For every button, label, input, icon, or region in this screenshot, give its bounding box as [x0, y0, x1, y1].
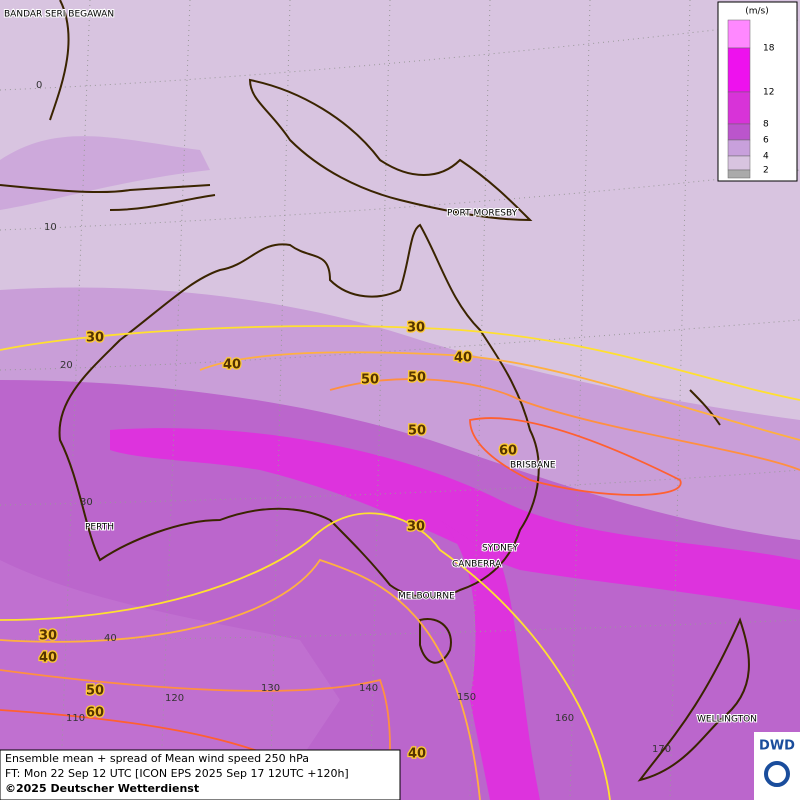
logo-swirl: [764, 761, 790, 787]
grid-label: 10: [44, 222, 57, 233]
legend-tick: 4: [763, 152, 769, 162]
logo-box: [754, 732, 800, 800]
legend-swatch: [727, 47, 751, 93]
shade-patch: [0, 136, 210, 210]
legend-tick: 8: [763, 120, 769, 130]
contour-label: 40: [39, 651, 57, 666]
city-label: WELLINGTON: [697, 715, 757, 725]
contour-label: 30: [407, 321, 425, 336]
grid-label: 30: [80, 497, 93, 508]
contour-label: 30: [39, 629, 57, 644]
city-label: SYDNEY: [482, 544, 519, 554]
grid-label: 40: [104, 633, 117, 644]
legend-tick: 6: [763, 136, 769, 146]
grid-label: 120: [165, 693, 184, 704]
coastline: [0, 0, 750, 782]
legend-swatch: [727, 169, 751, 179]
shade-core: [440, 520, 540, 800]
city-label: PORT MORESBY: [447, 209, 518, 219]
grid-label: 150: [457, 692, 476, 703]
legend-swatch: [727, 91, 751, 125]
legend-tick: 2: [763, 166, 769, 176]
contour-label: 50: [86, 684, 104, 699]
footer-line: FT: Mon 22 Sep 12 UTC [ICON EPS 2025 Sep…: [5, 767, 349, 780]
shade-band: [0, 560, 340, 760]
legend-tick: 18: [763, 44, 775, 54]
grid-label: 160: [555, 713, 574, 724]
contour-label: 30: [407, 520, 425, 535]
grid-label: 20: [60, 360, 73, 371]
legend-tick: 12: [763, 88, 774, 98]
contour-label: 30: [86, 331, 104, 346]
grid-label: 0: [36, 80, 42, 91]
legend-swatch: [727, 19, 751, 49]
contour-label: 50: [408, 424, 426, 439]
footer-line: Ensemble mean + spread of Mean wind spee…: [5, 752, 309, 765]
contour-label: 50: [408, 371, 426, 386]
city-label: PERTH: [85, 523, 114, 533]
contour-label: 40: [223, 358, 241, 373]
footer-line: ©2025 Deutscher Wetterdienst: [5, 782, 199, 795]
shade-core: [110, 428, 800, 610]
legend-swatch: [727, 155, 751, 171]
city-label: MELBOURNE: [398, 592, 455, 602]
contour-label: 40: [408, 747, 426, 762]
legend-unit: (m/s): [745, 7, 769, 17]
legend-swatch: [727, 139, 751, 157]
contour-label: 60: [86, 706, 104, 721]
contour-label: 50: [361, 373, 379, 388]
grid-label: 140: [359, 683, 378, 694]
grid-label: 130: [261, 683, 280, 694]
contour-label: 40: [454, 351, 472, 366]
contour-label: 60: [499, 444, 517, 459]
grid-label: 110: [66, 713, 85, 724]
city-label: BANDAR SERI BEGAWAN: [4, 10, 114, 20]
city-label: BRISBANE: [510, 461, 556, 471]
footer-box: [0, 749, 401, 801]
logo-text: DWD: [759, 739, 795, 754]
city-label: CANBERRA: [452, 560, 502, 570]
legend-swatch: [727, 123, 751, 141]
grid-label: 170: [652, 744, 671, 755]
